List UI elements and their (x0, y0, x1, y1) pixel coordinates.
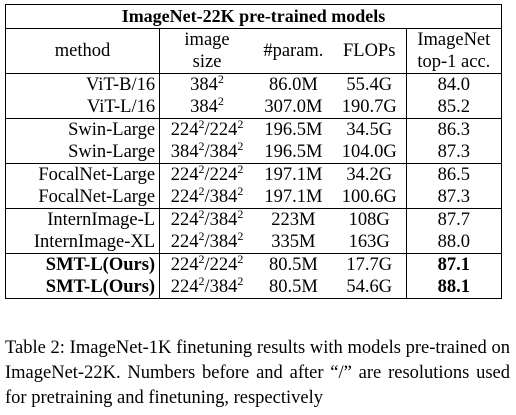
cell-accuracy: 88.1 (406, 276, 503, 299)
cell-image-size: 2242/3842 (159, 275, 254, 299)
cell-flops: 190.7G (332, 96, 407, 119)
table-row: Swin-Large 3842/3842 196.5M 104.0G 87.3 (4, 139, 503, 164)
header-method: method (4, 28, 161, 74)
cell-image-size: 2242/3842 (170, 184, 244, 207)
table-row: ViT-L/16 3842 307.0M 190.7G 85.2 (4, 94, 503, 119)
cell-method: FocalNet-Large (4, 186, 161, 209)
cell-params: 80.5M (253, 253, 333, 276)
cell-params: 196.5M (253, 118, 333, 141)
cell-method: SMT-L(Ours) (4, 253, 161, 276)
cell-method: ViT-B/16 (4, 73, 161, 96)
cell-flops: 34.2G (332, 163, 407, 186)
cell-params: 196.5M (264, 142, 323, 162)
table-row: Swin-Large 2242/2242 196.5M 34.5G 86.3 (4, 118, 503, 141)
header-params: #param. (253, 28, 333, 74)
table-row: SMT-L(Ours) 2242/2242 80.5M 17.7G 87.1 (4, 253, 503, 276)
table-row: FocalNet-Large 2242/3842 197.1M 100.6G 87.3 (4, 184, 503, 209)
table-row: InternImage-XL 2242/3842 335M 163G 88.0 (4, 229, 503, 254)
cell-image-size: 2242/2242 (159, 253, 254, 276)
cell-method: Swin-Large (4, 141, 161, 164)
table-caption: Table 2: ImageNet-1K finetuning results … (5, 336, 510, 411)
caption-label: Table 2: (5, 338, 65, 358)
cell-method: InternImage-XL (4, 231, 161, 254)
cell-image-size: 2242/2242 (159, 163, 254, 186)
cell-accuracy: 87.3 (406, 141, 503, 164)
table-title: ImageNet-22K pre-trained models (5, 4, 502, 29)
cell-method: InternImage-L (4, 208, 161, 231)
cell-image-size: 2242/2242 (159, 118, 254, 141)
cell-params: 335M (271, 232, 316, 252)
cell-accuracy: 85.2 (406, 96, 503, 119)
cell-accuracy: 87.3 (406, 186, 503, 209)
cell-accuracy: 88.0 (406, 231, 503, 254)
header-image-size: image size (159, 28, 254, 74)
table-row: ViT-B/16 3842 86.0M 55.4G 84.0 (4, 72, 503, 96)
cell-image-size: 3842 (190, 72, 224, 95)
cell-image-size: 3842 (190, 94, 224, 117)
table-body: ViT-B/16 3842 86.0M 55.4G 84.0 ViT-L/16 3842 30… (4, 72, 503, 299)
table-row: SMT-L(Ours) 2242/3842 80.5M 54.6G 88.1 (4, 275, 503, 299)
cell-method: FocalNet-Large (4, 163, 161, 186)
cell-flops: 100.6G (332, 186, 407, 209)
header-flops: FLOPs (332, 28, 407, 74)
cell-flops: 55.4G (332, 73, 407, 96)
cell-method: SMT-L(Ours) (4, 276, 161, 299)
cell-params: 80.5M (253, 276, 333, 299)
cell-image-size: 2242/3842 (159, 208, 254, 231)
header-accuracy: ImageNet top-1 acc. (406, 28, 503, 74)
cell-flops: 17.7G (332, 253, 407, 276)
cell-method: ViT-L/16 (4, 96, 161, 119)
caption-text: ImageNet-1K finetuning results with mode… (5, 338, 510, 408)
cell-flops: 34.5G (332, 118, 407, 141)
cell-flops: 163G (332, 231, 407, 254)
cell-method: Swin-Large (4, 118, 161, 141)
table-row: FocalNet-Large 2242/2242 197.1M 34.2G 86.5 (4, 163, 503, 186)
cell-image-size: 2242/3842 (170, 229, 244, 252)
table-row: InternImage-L 2242/3842 223M 108G 87.7 (4, 208, 503, 231)
cell-params: 223M (253, 208, 333, 231)
cell-accuracy: 87.7 (406, 208, 503, 231)
results-table: ImageNet-22K pre-trained models method i… (4, 4, 503, 299)
cell-accuracy: 86.3 (406, 118, 503, 141)
cell-params: 86.0M (268, 75, 318, 95)
cell-flops: 108G (332, 208, 407, 231)
cell-params: 197.1M (264, 187, 323, 207)
cell-flops: 104.0G (332, 141, 407, 164)
cell-accuracy: 87.1 (406, 253, 503, 276)
cell-flops: 54.6G (332, 276, 407, 299)
cell-accuracy: 86.5 (406, 163, 503, 186)
cell-params: 197.1M (253, 163, 333, 186)
cell-params: 307.0M (264, 97, 323, 117)
cell-accuracy: 84.0 (406, 73, 503, 96)
cell-image-size: 3842/3842 (170, 139, 244, 162)
